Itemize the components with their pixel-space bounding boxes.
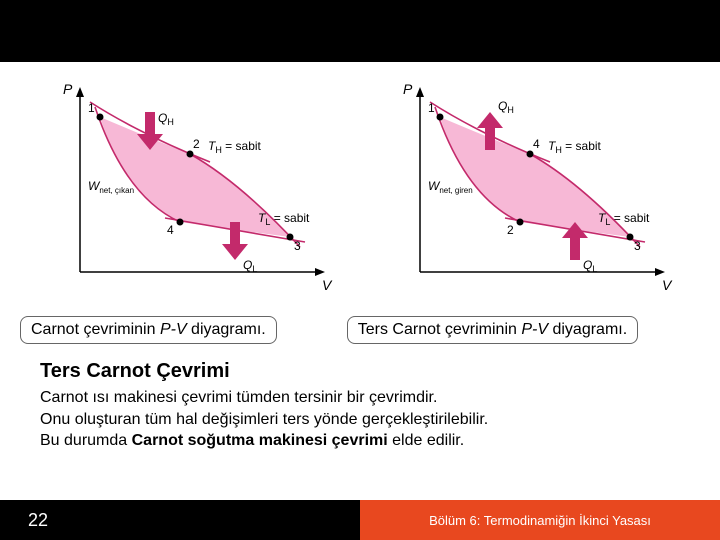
svg-text:1: 1 xyxy=(88,101,95,115)
svg-text:2: 2 xyxy=(507,223,514,237)
caption-right-text-b: P-V xyxy=(521,321,548,338)
svg-text:1: 1 xyxy=(428,101,435,115)
diagrams-row: P V 1 2 3 4 QH TH = sabit QL TL = sabit … xyxy=(0,62,720,312)
caption-left-text-a: Carnot çevriminin xyxy=(31,321,160,338)
svg-text:QH: QH xyxy=(498,99,514,115)
svg-text:V: V xyxy=(662,277,673,293)
svg-text:QH: QH xyxy=(158,111,174,127)
reversed-carnot-pv-diagram: P V 1 4 3 2 QH TH = sabit QL TL = sabit … xyxy=(380,72,680,302)
svg-text:4: 4 xyxy=(167,223,174,237)
caption-left: Carnot çevriminin P-V diyagramı. xyxy=(20,316,277,344)
body-line-1: Carnot ısı makinesi çevrimi tümden tersi… xyxy=(40,389,437,406)
svg-text:TH = sabit: TH = sabit xyxy=(548,139,602,155)
body-line-3a: Bu durumda xyxy=(40,432,132,449)
content-block: Ters Carnot Çevrimi Carnot ısı makinesi … xyxy=(0,348,720,452)
footer: 22 Bölüm 6: Termodinamiğin İkinci Yasası xyxy=(0,500,720,540)
svg-text:Wnet, giren: Wnet, giren xyxy=(428,179,473,195)
caption-right-text-a: Ters Carnot çevriminin xyxy=(358,321,522,338)
body-text: Carnot ısı makinesi çevrimi tümden tersi… xyxy=(40,387,680,452)
body-line-3c: elde edilir. xyxy=(388,432,465,449)
axis-v-label: V xyxy=(322,277,333,293)
svg-text:4: 4 xyxy=(533,137,540,151)
svg-text:QL: QL xyxy=(583,258,597,274)
svg-text:TH = sabit: TH = sabit xyxy=(208,139,262,155)
section-title: Ters Carnot Çevrimi xyxy=(40,360,680,383)
carnot-pv-diagram: P V 1 2 3 4 QH TH = sabit QL TL = sabit … xyxy=(40,72,340,302)
top-bar xyxy=(0,0,720,62)
svg-text:P: P xyxy=(403,81,413,97)
svg-text:3: 3 xyxy=(294,239,301,253)
body-line-3b: Carnot soğutma makinesi çevrimi xyxy=(132,432,388,449)
caption-left-text-b: P-V xyxy=(160,321,187,338)
caption-right: Ters Carnot çevriminin P-V diyagramı. xyxy=(347,316,638,344)
chapter-label: Bölüm 6: Termodinamiğin İkinci Yasası xyxy=(360,500,720,540)
axis-p-label: P xyxy=(63,81,73,97)
body-line-2: Onu oluşturan tüm hal değişimleri ters y… xyxy=(40,411,488,428)
svg-text:Wnet, çıkan: Wnet, çıkan xyxy=(88,179,134,195)
caption-left-text-c: diyagramı. xyxy=(187,321,266,338)
caption-right-text-c: diyagramı. xyxy=(548,321,627,338)
caption-row: Carnot çevriminin P-V diyagramı. Ters Ca… xyxy=(0,312,720,348)
svg-text:3: 3 xyxy=(634,239,641,253)
page-number: 22 xyxy=(0,500,360,540)
svg-text:2: 2 xyxy=(193,137,200,151)
svg-text:QL: QL xyxy=(243,258,257,274)
